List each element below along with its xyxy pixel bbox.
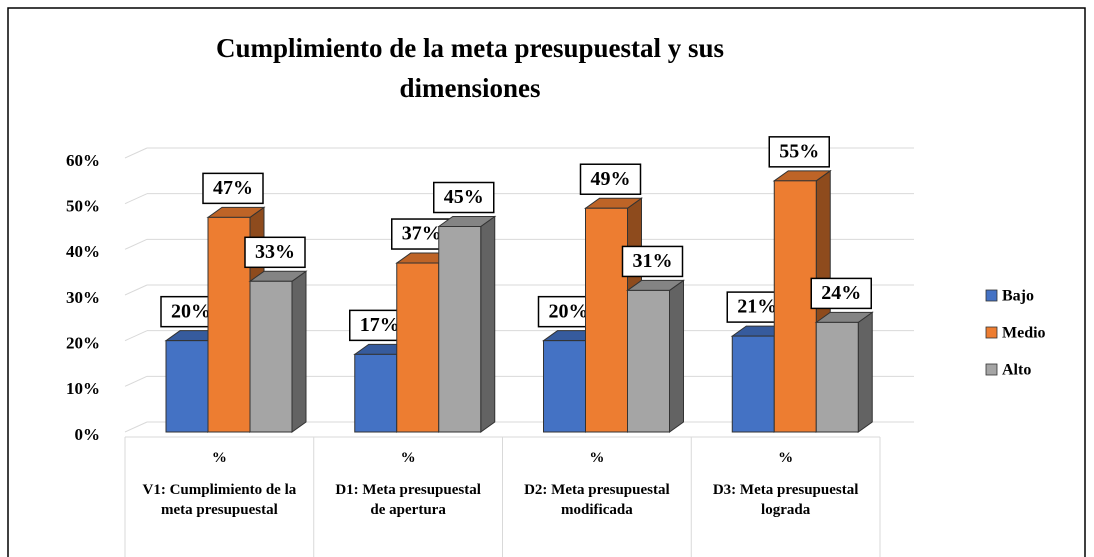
value-label: 20%: [549, 300, 589, 322]
bar: [354, 353, 398, 433]
value-label-box: [579, 163, 642, 195]
grid-line-depth: [124, 375, 148, 387]
value-label: 37%: [402, 223, 442, 245]
value-label: 55%: [779, 140, 819, 162]
value-label-box: [433, 181, 495, 214]
grid-line-depth: [124, 284, 148, 296]
value-label: 45%: [444, 186, 484, 208]
legend-label: Medio: [1002, 325, 1046, 342]
subcategory-label: %: [400, 450, 416, 466]
value-label-box: [244, 236, 306, 269]
value-label: 20%: [171, 300, 211, 322]
legend-swatch: [985, 363, 998, 376]
bar: [396, 262, 440, 433]
value-label: 24%: [821, 282, 861, 304]
grid-line-depth: [124, 147, 148, 159]
grid-line-depth: [124, 330, 148, 342]
y-tick-label: 20%: [66, 334, 100, 353]
bar: [815, 321, 859, 433]
y-tick-label: 50%: [66, 197, 100, 216]
y-tick-label: 40%: [66, 242, 100, 261]
y-tick-label: 0%: [75, 425, 101, 444]
value-label: 21%: [737, 296, 777, 318]
grid-line-depth: [124, 193, 148, 205]
x-tick-label: D3: Meta presupuestal lograda: [712, 482, 859, 518]
y-tick-label: 10%: [66, 379, 100, 398]
subcategory-label: %: [589, 450, 605, 466]
value-label-box: [621, 245, 684, 278]
y-tick-label: 60%: [66, 151, 100, 170]
y-tick-label: 30%: [66, 288, 100, 307]
bar: [207, 216, 251, 433]
grid-line-depth: [124, 238, 148, 250]
bar: [543, 340, 586, 433]
value-label: 33%: [255, 241, 295, 263]
legend-swatch: [985, 326, 998, 339]
bar-side: [480, 215, 496, 433]
subcategory-label: %: [778, 450, 794, 466]
grid-line-depth: [124, 421, 148, 433]
bar: [773, 180, 817, 433]
legend-label: Alto: [1002, 362, 1031, 379]
bar-side: [857, 311, 873, 433]
x-tick-label: D2: Meta presupuestal modificada: [524, 482, 670, 518]
bar-side: [669, 279, 684, 433]
chart-title: Cumplimiento de la meta presupuestal y s…: [215, 33, 725, 103]
legend-swatch: [985, 289, 998, 302]
chart-border: [7, 7, 1086, 557]
legend-label: Bajo: [1002, 288, 1034, 305]
value-label: 47%: [213, 177, 253, 199]
value-label-box: [768, 136, 830, 168]
value-label-box: [202, 172, 264, 205]
bar: [731, 335, 775, 433]
value-label: 17%: [360, 314, 400, 336]
value-label-box: [810, 277, 872, 310]
bar: [249, 280, 293, 433]
bar: [165, 340, 209, 433]
x-tick-label: D1: Meta presupuestal de apertura: [335, 482, 481, 518]
subcategory-label: %: [211, 450, 227, 466]
bar: [585, 207, 628, 433]
value-label: 49%: [591, 168, 631, 190]
bar-side: [291, 270, 307, 433]
bar: [627, 289, 670, 433]
bar: [438, 226, 482, 433]
value-label: 31%: [633, 250, 673, 272]
x-tick-label: V1: Cumplimiento de la meta presupuestal: [142, 482, 297, 518]
